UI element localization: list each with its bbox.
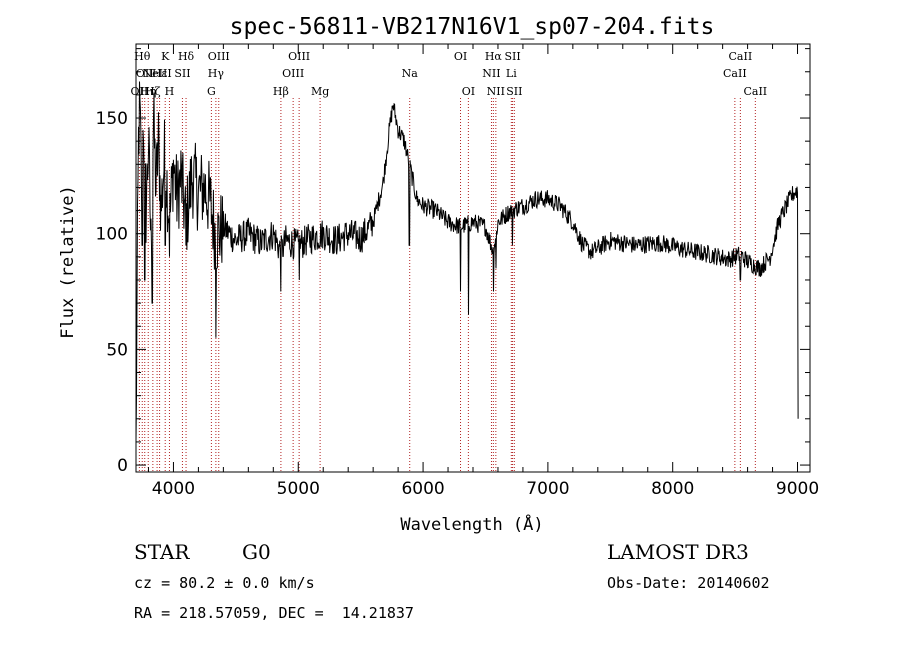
- spectral-line-label: CaII: [729, 50, 753, 63]
- y-tick-label: 0: [117, 456, 128, 476]
- spectral-line-label: SII: [504, 50, 520, 63]
- x-axis-label: Wavelength (Å): [400, 513, 543, 535]
- spectral-line-label: K: [161, 50, 170, 63]
- spectral-line-label: CaII: [743, 85, 767, 98]
- spectral-line-label: Hθ: [134, 50, 151, 63]
- spectral-line-label: Hγ: [208, 67, 225, 80]
- x-tick-label: 4000: [152, 479, 195, 499]
- axis-ticks: 4000 5000 6000 7000 8000 9000 0 50 100 150: [96, 44, 819, 499]
- spectral-line-label: NII: [482, 67, 500, 80]
- spectral-line-label: Hβ: [273, 85, 289, 98]
- spectral-line-label: G: [207, 85, 216, 98]
- x-tick-label: 8000: [651, 479, 694, 499]
- x-tick-label: 6000: [401, 479, 444, 499]
- observation-date: Obs-Date: 20140602: [607, 574, 770, 592]
- spectral-line-label: Hα: [485, 50, 503, 63]
- spectral-line-label: Hη: [140, 85, 156, 98]
- object-class: STAR: [134, 540, 190, 564]
- spectral-line-label: NeIII: [143, 67, 172, 80]
- spectral-line-label: OI: [462, 85, 475, 98]
- spectral-line-label: SII: [174, 67, 190, 80]
- redshift-velocity: cz = 80.2 ± 0.0 km/s: [134, 574, 315, 592]
- spectral-line-label: Hε: [152, 67, 168, 80]
- spectral-line-markers: OIIHθOIIHηHζNeIIIHεKHSIIHδGHγOIIIHβOIIIO…: [131, 50, 767, 472]
- spectral-line-label: OI: [454, 50, 467, 63]
- y-axis-label: Flux (relative): [58, 185, 78, 339]
- x-tick-label: 5000: [277, 479, 320, 499]
- y-tick-label: 100: [96, 225, 128, 245]
- spectral-line-label: OII: [136, 67, 154, 80]
- survey-name: LAMOST DR3: [607, 540, 749, 564]
- spectrum-line: [135, 81, 799, 441]
- spectral-line-label: Hζ: [145, 85, 161, 98]
- chart-title: spec-56811-VB217N16V1_sp07-204.fits: [230, 14, 715, 40]
- x-tick-label: 9000: [776, 479, 819, 499]
- spectral-line-label: OIII: [288, 50, 310, 63]
- coordinates: RA = 218.57059, DEC = 14.21837: [134, 604, 414, 622]
- spectral-line-label: Na: [402, 67, 419, 80]
- spectral-line-label: OIII: [208, 50, 230, 63]
- spectral-line-label: CaII: [723, 67, 747, 80]
- spectral-line-label: H: [165, 85, 175, 98]
- spectral-line-label: Li: [506, 67, 517, 80]
- spectral-line-label: SII: [506, 85, 522, 98]
- x-tick-label: 7000: [526, 479, 569, 499]
- y-tick-label: 50: [106, 340, 128, 360]
- spectral-line-label: OIII: [282, 67, 304, 80]
- y-tick-label: 150: [96, 109, 128, 129]
- spectral-line-label: Hδ: [178, 50, 195, 63]
- spectral-line-label: NII: [487, 85, 505, 98]
- spectral-line-label: Mg: [311, 85, 329, 98]
- object-subclass: G0: [242, 540, 271, 564]
